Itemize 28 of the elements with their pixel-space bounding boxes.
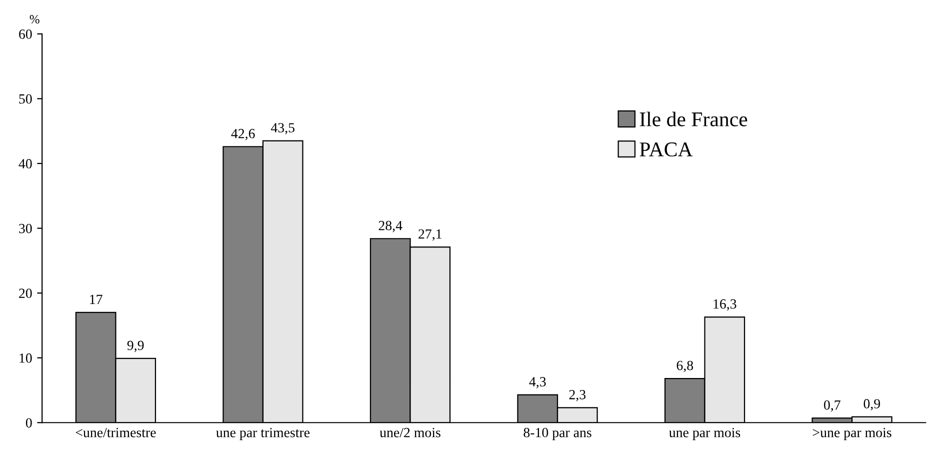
legend-label: PACA	[640, 142, 693, 156]
data-label: 43,5	[270, 123, 294, 134]
x-tick-label: une par mois	[669, 428, 740, 440]
data-label: 6,8	[676, 360, 694, 372]
data-label: 4,3	[529, 377, 546, 388]
x-tick-label: >une par mois	[812, 428, 892, 440]
data-label: 9,9	[127, 340, 144, 352]
y-tick-label: 20	[19, 288, 32, 298]
x-tick-label: 8-10 par ans	[524, 428, 592, 440]
y-tick-label: 0	[26, 418, 32, 428]
legend-label: Ile de France	[640, 112, 748, 126]
data-label: 16,3	[714, 299, 736, 311]
y-tick-label: 10	[20, 353, 32, 363]
data-label: 0,9	[864, 399, 880, 410]
y-tick-label: 60	[19, 29, 32, 39]
data-label: 2,3	[569, 390, 586, 402]
data-label: 42,6	[231, 128, 255, 140]
y-tick-label: 30	[19, 224, 32, 234]
data-label: 17	[90, 294, 102, 304]
y-tick-label: 40	[18, 159, 32, 168]
data-label: 28,4	[378, 220, 402, 232]
x-tick-label: une/2 mois	[380, 428, 440, 438]
x-tick-label: <une/trimestre	[76, 428, 156, 438]
y-axis-title: %	[30, 15, 40, 24]
y-tick-label: 50	[19, 94, 32, 104]
data-label: 0,7	[824, 400, 840, 412]
data-label: 27,1	[418, 229, 442, 241]
x-tick-label: une par trimestre	[216, 428, 310, 440]
